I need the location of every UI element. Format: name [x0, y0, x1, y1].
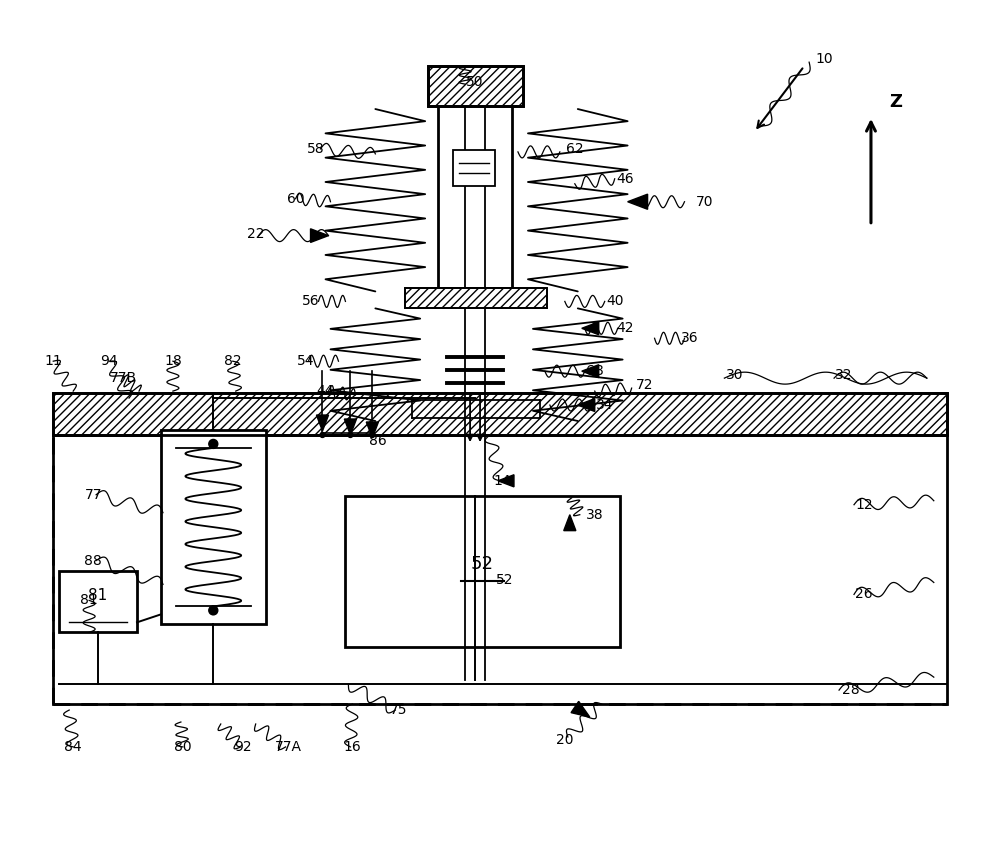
Text: 30: 30 [726, 368, 743, 382]
Text: 84: 84 [64, 740, 82, 754]
Bar [453, 150, 495, 185]
Circle shape [209, 606, 218, 615]
Text: 81: 81 [88, 588, 108, 603]
Text: 56: 56 [302, 294, 319, 309]
Text: 60: 60 [287, 191, 304, 206]
Text: 68: 68 [586, 364, 604, 379]
Text: 94: 94 [100, 354, 118, 368]
Text: 88: 88 [84, 554, 102, 567]
Text: 44: 44 [317, 384, 334, 398]
Text: 11: 11 [44, 354, 62, 368]
Text: 92: 92 [234, 740, 252, 754]
Text: 42: 42 [616, 321, 633, 336]
Bar [428, 66, 523, 106]
Bar [161, 430, 266, 625]
Polygon shape [578, 399, 595, 411]
Text: 18: 18 [164, 354, 182, 368]
Text: 12: 12 [855, 497, 873, 512]
Text: 77B: 77B [109, 371, 137, 385]
Text: 50: 50 [466, 75, 484, 89]
Text: 22: 22 [247, 227, 264, 240]
Text: 86: 86 [369, 434, 387, 448]
Text: 54: 54 [297, 354, 314, 368]
Text: 75: 75 [390, 703, 407, 717]
Polygon shape [564, 515, 576, 530]
Text: 77A: 77A [275, 740, 302, 754]
Text: 58: 58 [307, 142, 324, 156]
Text: 36: 36 [681, 331, 698, 346]
Text: 28: 28 [842, 683, 860, 697]
Bar [428, 66, 523, 106]
Text: 16: 16 [344, 740, 361, 754]
Text: 26: 26 [855, 588, 873, 601]
Text: 10: 10 [815, 52, 833, 67]
Bar [53, 393, 947, 435]
Text: 34: 34 [596, 398, 613, 412]
Text: 77: 77 [84, 488, 102, 502]
Bar [345, 496, 620, 647]
Bar [405, 288, 547, 309]
Text: 70: 70 [696, 195, 713, 209]
Bar [405, 288, 547, 309]
Polygon shape [582, 322, 599, 335]
Polygon shape [582, 365, 599, 378]
Bar [53, 393, 947, 435]
Text: 40: 40 [606, 294, 623, 309]
Polygon shape [311, 228, 328, 243]
Text: 38: 38 [586, 507, 604, 522]
Text: 52: 52 [496, 573, 514, 588]
Bar [428, 66, 523, 106]
Circle shape [348, 432, 353, 438]
Text: 52: 52 [471, 555, 494, 572]
Polygon shape [366, 422, 378, 438]
Text: 81: 81 [80, 593, 98, 608]
Text: 72: 72 [636, 379, 653, 392]
Text: 46: 46 [616, 172, 633, 185]
Bar [59, 571, 137, 632]
Text: 20: 20 [556, 733, 574, 747]
Text: 82: 82 [224, 354, 242, 368]
Text: 62: 62 [566, 142, 584, 156]
Bar [53, 435, 947, 704]
Text: 80: 80 [174, 740, 192, 754]
Polygon shape [628, 194, 648, 209]
Circle shape [209, 439, 218, 448]
Polygon shape [498, 475, 514, 487]
Circle shape [320, 432, 325, 438]
Polygon shape [316, 415, 329, 431]
Bar [53, 393, 947, 435]
Polygon shape [344, 419, 356, 435]
Bar [405, 288, 547, 309]
Text: 14: 14 [493, 474, 511, 488]
Circle shape [370, 432, 375, 438]
Polygon shape [571, 701, 590, 717]
Text: Z: Z [889, 93, 902, 111]
Text: 32: 32 [835, 368, 853, 382]
